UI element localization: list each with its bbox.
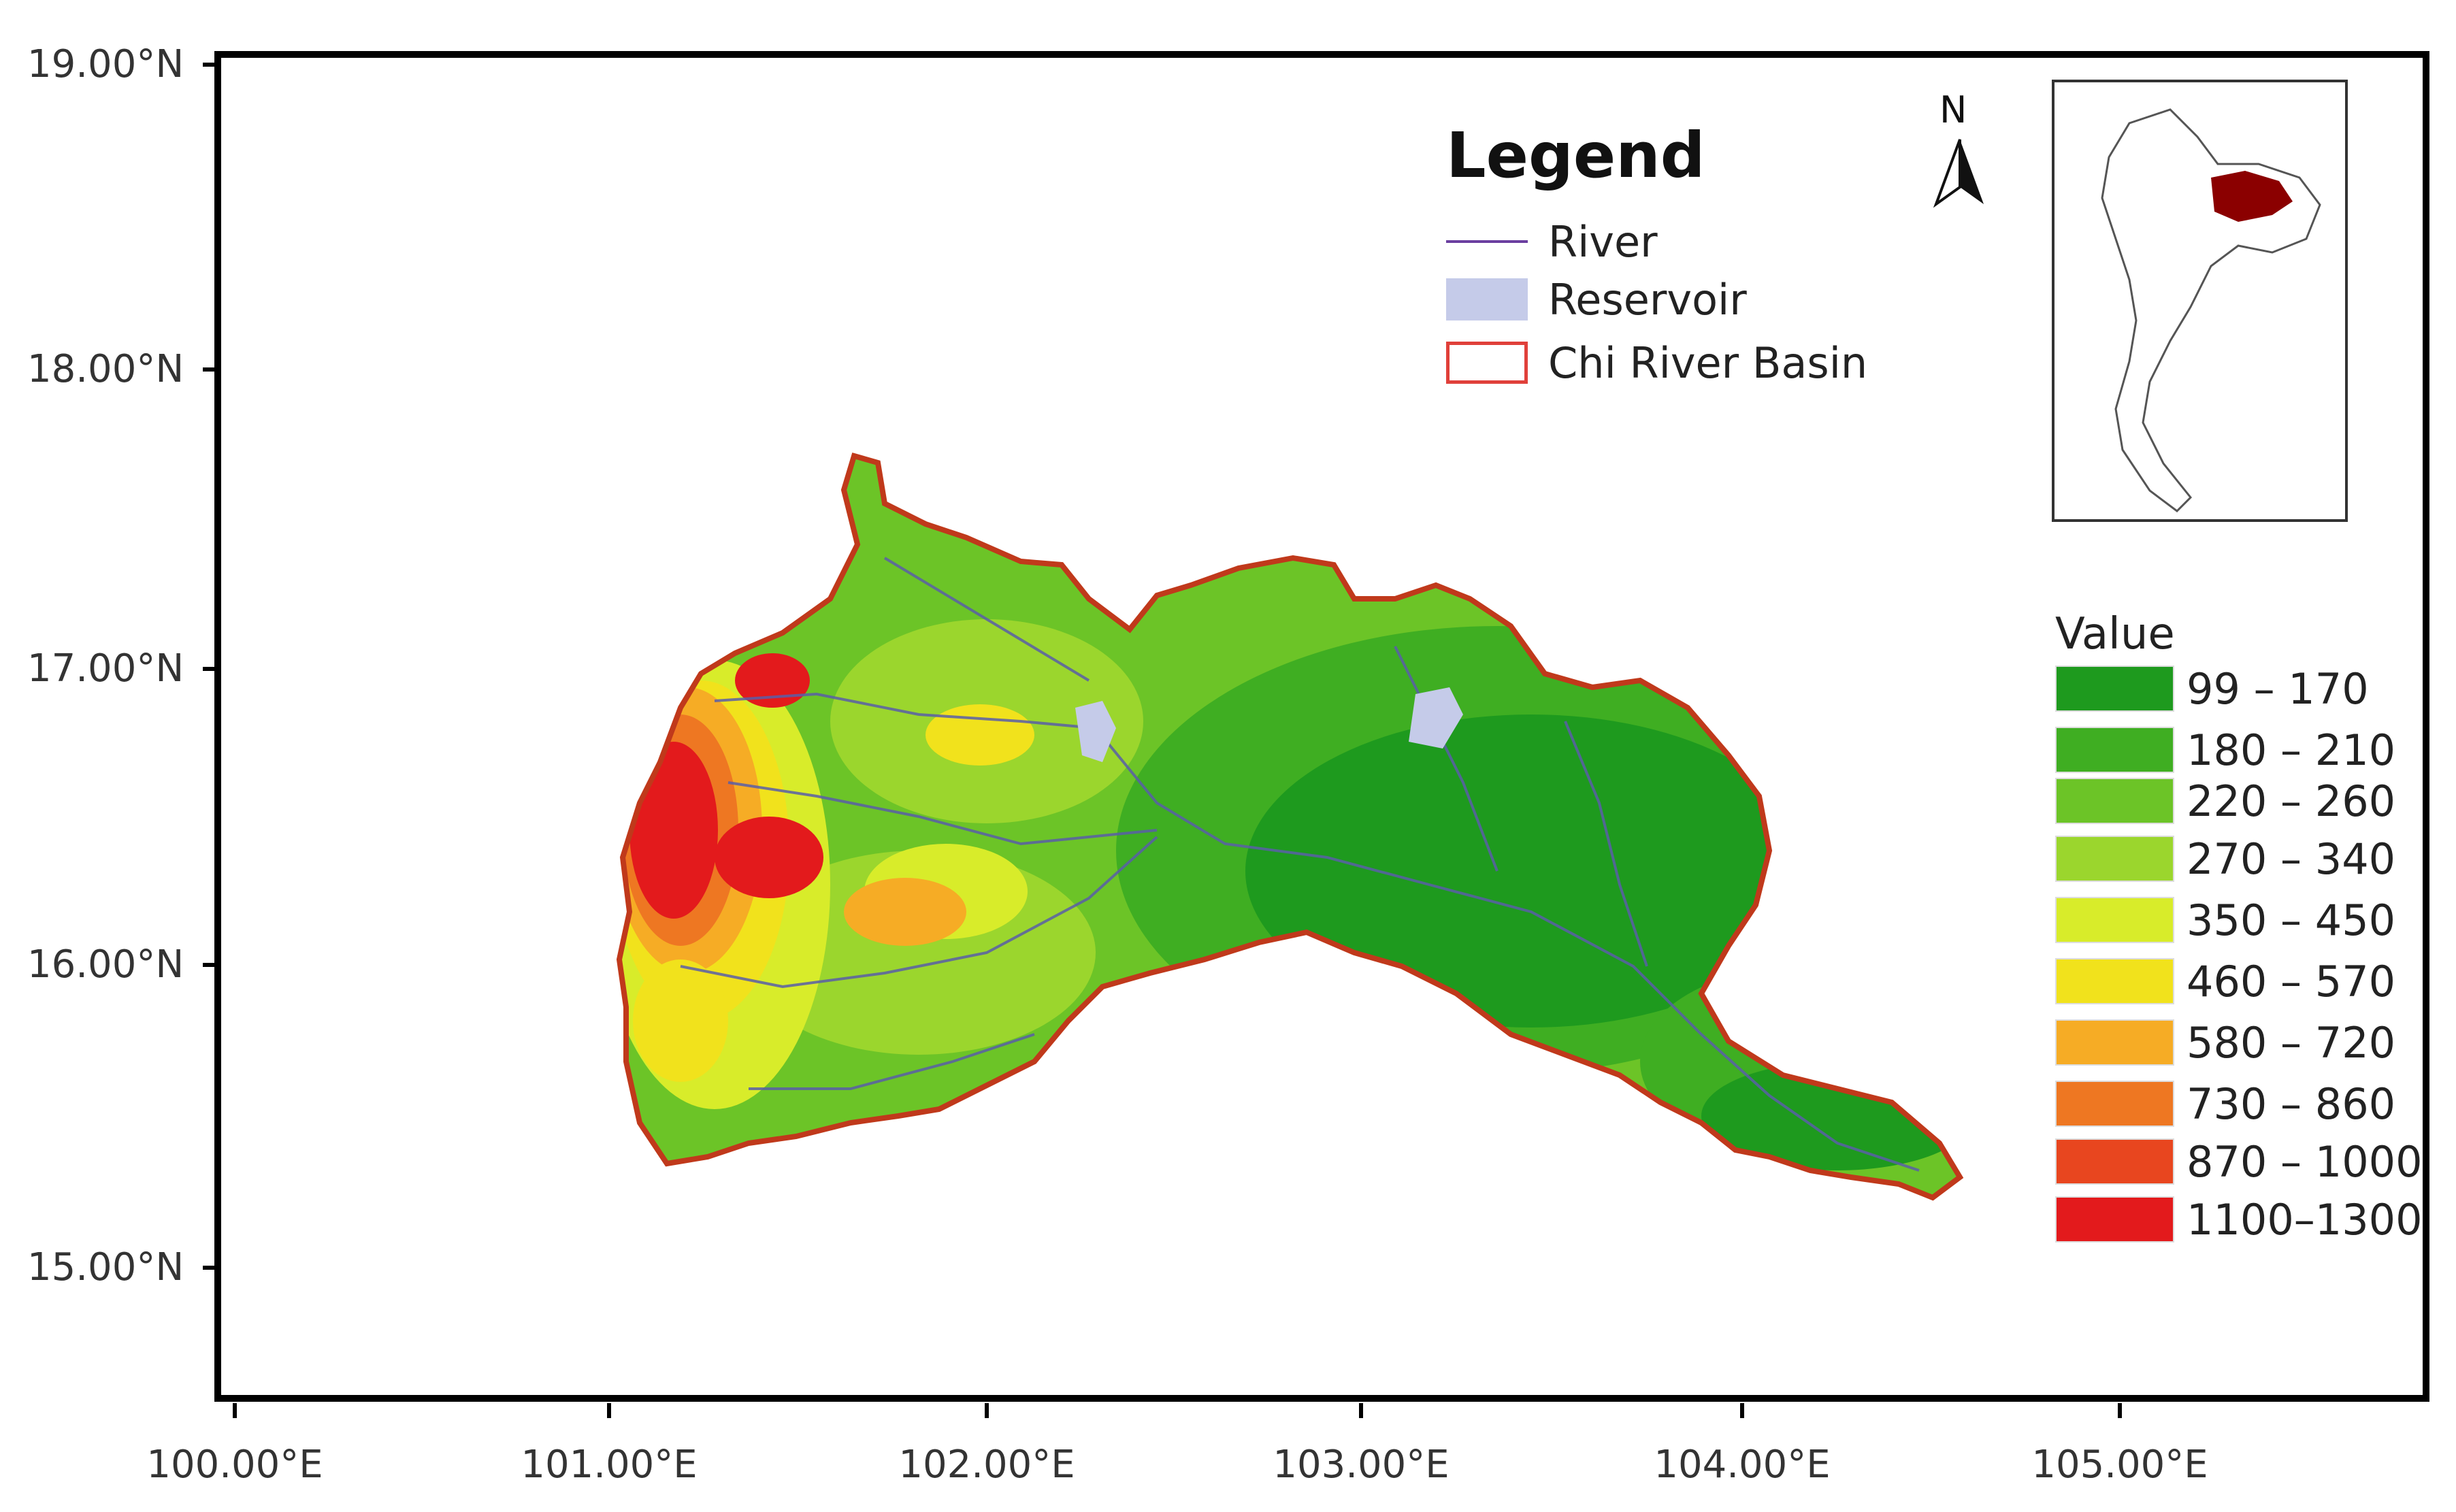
value-class-swatch <box>2055 958 2174 1004</box>
value-class-swatch <box>2055 1138 2174 1185</box>
value-legend-title: Value <box>2055 609 2175 659</box>
lat-tick <box>203 367 218 372</box>
lon-label-100: 100.00°E <box>146 1443 323 1487</box>
inset-locator-map <box>2052 80 2348 522</box>
lon-tick <box>1359 1403 1363 1418</box>
basin-outline-symbol <box>1446 342 1528 384</box>
legend-item-basin: Chi River Basin <box>1446 338 1868 388</box>
value-class-swatch <box>2055 1196 2174 1243</box>
value-class-label: 460 – 570 <box>2187 956 2396 1006</box>
value-class-label: 870 – 1000 <box>2187 1136 2423 1187</box>
value-class-label: 99 – 170 <box>2187 663 2369 714</box>
value-class-swatch <box>2055 897 2174 943</box>
lat-tick <box>203 1266 218 1270</box>
value-class-row: 220 – 260 <box>2055 776 2395 826</box>
value-class-label: 180 – 210 <box>2187 725 2396 775</box>
lat-tick <box>203 63 218 67</box>
lon-tick <box>2118 1403 2122 1418</box>
lon-label-101: 101.00°E <box>521 1443 698 1487</box>
value-class-row: 99 – 170 <box>2055 663 2369 714</box>
north-arrow-icon <box>1933 139 1984 208</box>
lon-tick <box>1740 1403 1744 1418</box>
value-class-label: 1100–1300 <box>2187 1194 2423 1245</box>
value-class-label: 220 – 260 <box>2187 776 2396 826</box>
value-class-row: 460 – 570 <box>2055 956 2395 1006</box>
value-class-row: 270 – 340 <box>2055 834 2395 884</box>
value-class-swatch <box>2055 778 2174 824</box>
legend-item-reservoir: Reservoir <box>1446 274 1747 325</box>
lon-tick <box>985 1403 989 1418</box>
lat-label-19: 19.00°N <box>27 42 184 86</box>
value-class-swatch <box>2055 727 2174 773</box>
lon-tick <box>233 1403 237 1418</box>
lat-label-17: 17.00°N <box>27 646 184 691</box>
legend-item-river: River <box>1446 216 1658 267</box>
thailand-outline-icon <box>2101 108 2321 512</box>
river-symbol <box>1446 240 1528 243</box>
lon-label-103: 103.00°E <box>1273 1443 1450 1487</box>
lat-label-18: 18.00°N <box>27 347 184 391</box>
lat-tick <box>203 963 218 967</box>
value-class-row: 580 – 720 <box>2055 1017 2395 1068</box>
value-class-label: 580 – 720 <box>2187 1017 2396 1068</box>
lat-tick <box>203 667 218 671</box>
value-class-row: 350 – 450 <box>2055 895 2395 945</box>
value-class-label: 730 – 860 <box>2187 1079 2396 1129</box>
value-class-row: 1100–1300 <box>2055 1194 2423 1245</box>
value-class-swatch <box>2055 665 2174 712</box>
legend-item-label: Chi River Basin <box>1548 338 1868 388</box>
value-class-swatch <box>2055 836 2174 882</box>
legend-item-label: River <box>1548 216 1658 267</box>
lat-label-15: 15.00°N <box>27 1245 184 1289</box>
value-class-label: 270 – 340 <box>2187 834 2396 884</box>
value-class-row: 180 – 210 <box>2055 725 2395 775</box>
lon-label-104: 104.00°E <box>1654 1443 1831 1487</box>
lon-tick <box>607 1403 611 1418</box>
lon-label-105: 105.00°E <box>2031 1443 2208 1487</box>
reservoir-symbol <box>1446 278 1528 321</box>
legend-item-label: Reservoir <box>1548 274 1747 325</box>
legend-title: Legend <box>1446 119 1705 192</box>
value-class-label: 350 – 450 <box>2187 895 2396 945</box>
north-label: N <box>1939 88 1967 131</box>
value-class-swatch <box>2055 1081 2174 1127</box>
value-class-row: 870 – 1000 <box>2055 1136 2423 1187</box>
lon-label-102: 102.00°E <box>898 1443 1075 1487</box>
lat-label-16: 16.00°N <box>27 942 184 987</box>
value-class-row: 730 – 860 <box>2055 1079 2395 1129</box>
value-class-swatch <box>2055 1019 2174 1066</box>
